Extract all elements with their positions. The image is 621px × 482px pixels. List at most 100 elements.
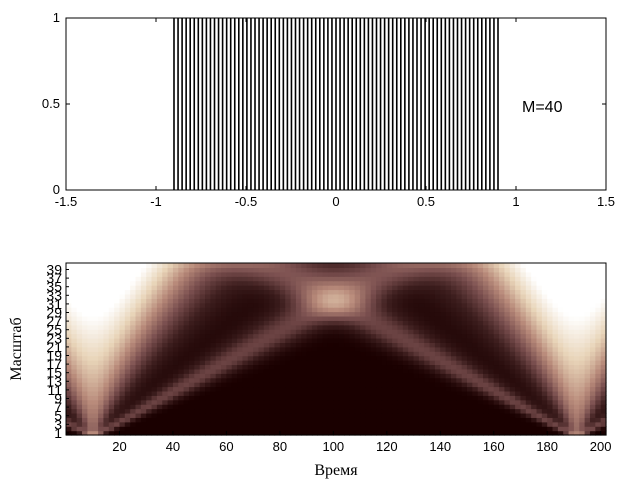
heatmap-cell <box>140 395 147 401</box>
heatmap-cell <box>237 337 244 343</box>
heatmap-cell <box>552 382 559 388</box>
heatmap-cell <box>568 386 575 392</box>
heatmap-cell <box>162 263 169 269</box>
heatmap-cell <box>440 333 447 339</box>
heatmap-cell <box>488 346 495 352</box>
heatmap-cell <box>322 417 329 423</box>
heatmap-cell <box>563 271 570 277</box>
heatmap-cell <box>311 408 318 414</box>
heatmap-cell <box>589 302 596 308</box>
heatmap-cell <box>194 386 201 392</box>
heatmap-cell <box>92 267 99 273</box>
heatmap-cell <box>156 280 163 286</box>
heatmap-cell <box>167 351 174 357</box>
heatmap-cell <box>172 307 179 313</box>
heatmap-cell <box>156 342 163 348</box>
heatmap-cell <box>103 421 110 427</box>
heatmap-cell <box>274 276 281 282</box>
heatmap-cell <box>504 302 511 308</box>
heatmap-cell <box>547 307 554 313</box>
heatmap-cell <box>114 271 121 277</box>
heatmap-cell <box>194 426 201 432</box>
heatmap-cell <box>274 426 281 432</box>
heatmap-cell <box>456 395 463 401</box>
heatmap-cell <box>306 421 313 427</box>
heatmap-cell <box>589 399 596 405</box>
heatmap-cell <box>253 311 260 317</box>
heatmap-cell <box>194 302 201 308</box>
heatmap-cell <box>434 351 441 357</box>
heatmap-cell <box>247 263 254 269</box>
heatmap-cell <box>504 280 511 286</box>
heatmap-cell <box>135 373 142 379</box>
heatmap-cell <box>600 346 607 352</box>
heatmap-cell <box>381 346 388 352</box>
heatmap-cell <box>525 390 532 396</box>
heatmap-cell <box>237 355 244 361</box>
heatmap-cell <box>258 298 265 304</box>
heatmap-cell <box>429 311 436 317</box>
heatmap-cell <box>269 342 276 348</box>
heatmap-cell <box>408 267 415 273</box>
heatmap-cell <box>333 302 340 308</box>
heatmap-cell <box>386 368 393 374</box>
heatmap-cell <box>568 320 575 326</box>
heatmap-cell <box>392 346 399 352</box>
heatmap-cell <box>402 399 409 405</box>
heatmap-cell <box>269 355 276 361</box>
heatmap-cell <box>504 373 511 379</box>
heatmap-cell <box>424 337 431 343</box>
heatmap-cell <box>402 276 409 282</box>
heatmap-cell <box>595 311 602 317</box>
heatmap-cell <box>568 399 575 405</box>
heatmap-cell <box>130 289 137 295</box>
heatmap-cell <box>290 285 297 291</box>
heatmap-cell <box>563 421 570 427</box>
heatmap-cell <box>515 360 522 366</box>
heatmap-cell <box>386 346 393 352</box>
heatmap-cell <box>285 302 292 308</box>
heatmap-cell <box>301 395 308 401</box>
heatmap-cell <box>376 404 383 410</box>
heatmap-cell <box>338 373 345 379</box>
heatmap-cell <box>140 276 147 282</box>
heatmap-cell <box>87 364 94 370</box>
heatmap-cell <box>199 315 206 321</box>
heatmap-cell <box>194 298 201 304</box>
heatmap-cell <box>365 342 372 348</box>
heatmap-cell <box>295 386 302 392</box>
heatmap-cell <box>536 280 543 286</box>
heatmap-cell <box>269 373 276 379</box>
heatmap-cell <box>263 368 270 374</box>
heatmap-cell <box>322 289 329 295</box>
heatmap-cell <box>146 298 153 304</box>
heatmap-cell <box>461 417 468 423</box>
heatmap-cell <box>215 421 222 427</box>
heatmap-cell <box>76 390 83 396</box>
heatmap-cell <box>456 377 463 383</box>
heatmap-cell <box>322 324 329 330</box>
heatmap-cell <box>434 404 441 410</box>
heatmap-cell <box>504 329 511 335</box>
heatmap-cell <box>279 329 286 335</box>
heatmap-cell <box>301 373 308 379</box>
heatmap-cell <box>413 302 420 308</box>
heatmap-cell <box>445 271 452 277</box>
heatmap-cell <box>258 364 265 370</box>
heatmap-cell <box>402 404 409 410</box>
heatmap-cell <box>573 426 580 432</box>
heatmap-cell <box>140 342 147 348</box>
heatmap-cell <box>98 285 105 291</box>
heatmap-cell <box>130 373 137 379</box>
heatmap-cell <box>215 263 222 269</box>
heatmap-cell <box>311 382 318 388</box>
heatmap-cell <box>509 320 516 326</box>
heatmap-cell <box>370 377 377 383</box>
heatmap-cell <box>349 426 356 432</box>
heatmap-cell <box>333 408 340 414</box>
heatmap-cell <box>376 293 383 299</box>
heatmap-cell <box>589 373 596 379</box>
heatmap-cell <box>92 426 99 432</box>
heatmap-cell <box>199 360 206 366</box>
heatmap-cell <box>178 351 185 357</box>
